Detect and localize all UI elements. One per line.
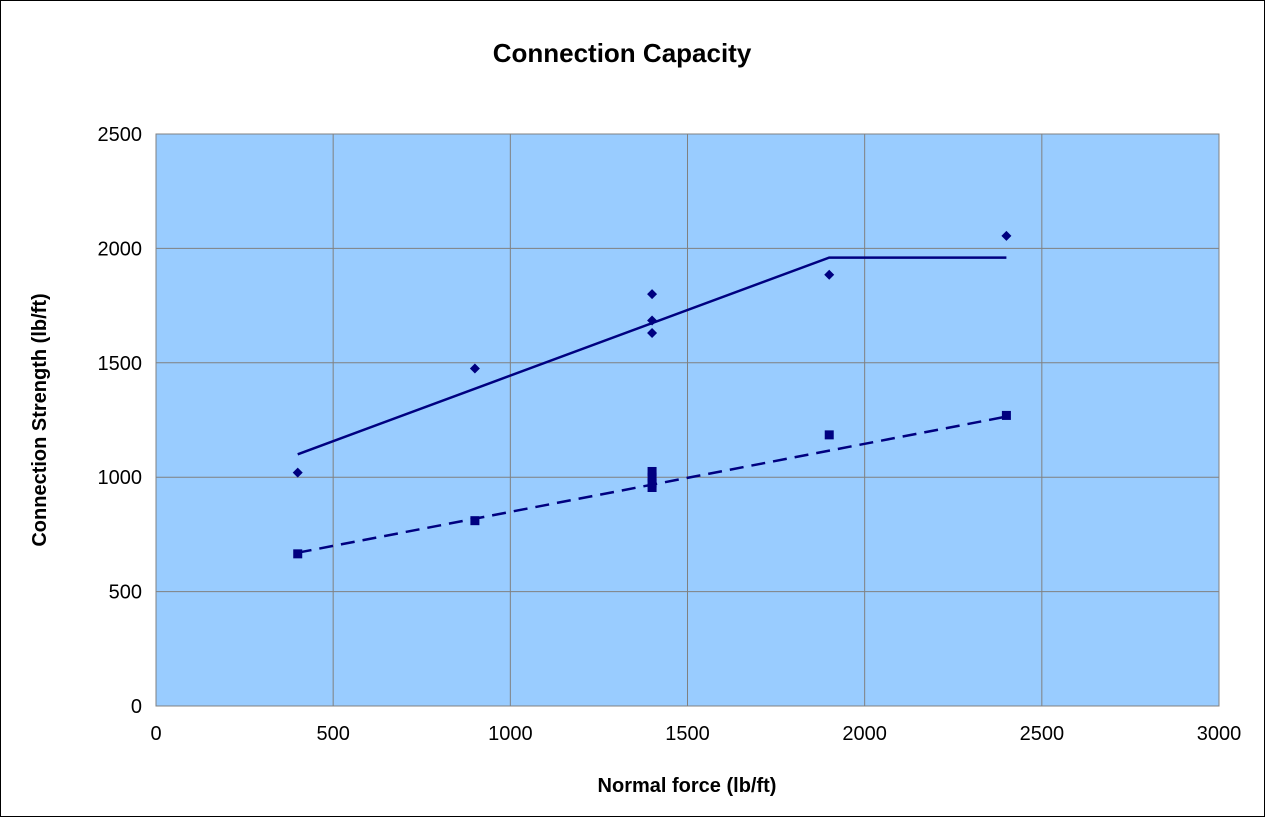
square-marker bbox=[647, 478, 657, 488]
diamond-marker bbox=[292, 467, 303, 478]
x-tick-label: 1500 bbox=[665, 723, 710, 745]
x-tick-label: 3000 bbox=[1197, 723, 1242, 745]
square-marker bbox=[647, 466, 657, 476]
y-tick-label: 2500 bbox=[98, 124, 143, 146]
diamond-marker bbox=[1001, 230, 1012, 241]
y-tick-label: 1000 bbox=[98, 467, 143, 489]
x-tick-label: 1000 bbox=[488, 723, 533, 745]
diamond-marker bbox=[824, 269, 835, 280]
x-tick-label: 500 bbox=[316, 723, 349, 745]
square-marker bbox=[470, 516, 480, 526]
x-axis-ticks: 0 500 1000 1500 2000 2500 3000 bbox=[150, 723, 1241, 745]
chart-title: Connection Capacity bbox=[493, 38, 752, 68]
x-axis-label: Normal force (lb/ft) bbox=[598, 775, 777, 797]
x-tick-label: 0 bbox=[150, 723, 161, 745]
y-tick-label: 0 bbox=[131, 696, 142, 718]
grid bbox=[156, 134, 1219, 706]
square-marker bbox=[824, 430, 834, 440]
x-tick-label: 2000 bbox=[842, 723, 887, 745]
data-points bbox=[292, 230, 1012, 559]
x-tick-label: 2500 bbox=[1020, 723, 1065, 745]
y-tick-label: 2000 bbox=[98, 238, 143, 260]
y-axis-label: Connection Strength (lb/ft) bbox=[29, 293, 51, 546]
square-marker bbox=[293, 549, 303, 559]
square-marker bbox=[1001, 410, 1011, 420]
diamond-marker bbox=[647, 315, 658, 326]
square-marker bbox=[647, 482, 657, 492]
square-marker bbox=[647, 472, 657, 482]
solid-fit-line bbox=[297, 256, 1007, 456]
y-tick-label: 500 bbox=[109, 582, 142, 604]
diamond-marker bbox=[647, 289, 658, 300]
diamond-marker bbox=[469, 363, 480, 374]
y-tick-label: 1500 bbox=[98, 353, 143, 375]
y-axis-ticks: 0 500 1000 1500 2000 2500 bbox=[98, 124, 143, 718]
diamond-marker bbox=[647, 328, 658, 339]
